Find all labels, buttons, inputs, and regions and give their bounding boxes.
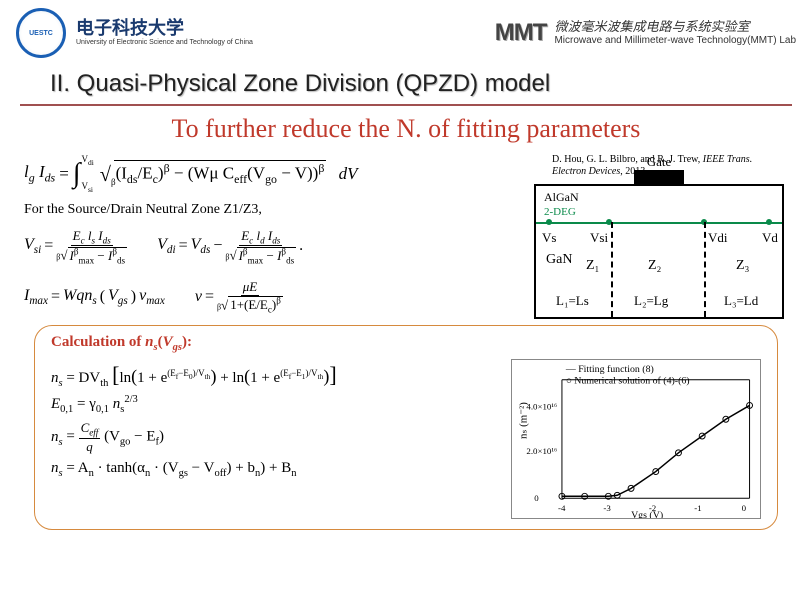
deg-label: 2-DEG <box>544 206 576 218</box>
legend2-text: ○ Numerical solution of (4)-(6) <box>566 376 690 387</box>
xtick0: -4 <box>558 503 566 513</box>
xtick1: -3 <box>603 503 611 513</box>
eq-ns-tanh: ns = An · tanh(αn · (Vgs − Voff) + bn) +… <box>51 460 491 479</box>
eq-ns-ceff: ns = Ceffq (Vgo − Ef) <box>51 420 491 455</box>
uestc-logo: UESTC <box>16 8 66 58</box>
gate-label: Gate <box>647 154 672 170</box>
lab-block: MMT 微波毫米波集成电路与系统实验室 Microwave and Millim… <box>495 19 796 47</box>
dot <box>766 219 772 225</box>
ytick1: 2.0×10¹⁶ <box>526 446 557 456</box>
dot <box>546 219 552 225</box>
fit-line <box>562 405 750 496</box>
ns-chart: — Fitting function (8) ○ Numerical solut… <box>511 359 761 519</box>
eq-vdi: Vdi = Vds − Ec ld Idsβ√Iβmax − Iβds . <box>157 228 303 266</box>
device-diagram: Gate AlGaN 2-DEG Vs Vsi Vdi Vd GaN Z₁ Z₂… <box>534 184 784 319</box>
university-text: 电子科技大学 University of Electronic Science … <box>76 19 253 46</box>
xlabel: Vgs (V) <box>631 510 663 518</box>
calc-equations: ns = DVth [ln(1 + e(Ef−E0)/Vth) + ln(1 +… <box>51 357 491 519</box>
mmt-logo: MMT <box>495 19 547 47</box>
ytick0: 0 <box>534 493 539 503</box>
vd-label: Vd <box>762 230 778 246</box>
eq-imax: Imax = Wqns(Vgs)vmax <box>24 287 165 307</box>
deg-line <box>536 222 782 224</box>
lab-name-cn: 微波毫米波集成电路与系统实验室 <box>554 20 796 34</box>
dash-line <box>611 222 613 317</box>
uni-name-en: University of Electronic Science and Tec… <box>76 39 253 47</box>
algan-label: AlGaN <box>544 190 579 205</box>
dash-line <box>704 222 706 317</box>
z1-label: Z₁ <box>586 258 599 274</box>
header: UESTC 电子科技大学 University of Electronic Sc… <box>0 0 812 66</box>
lab-name-en: Microwave and Millimeter-wave Technology… <box>554 35 796 46</box>
xtick4: 0 <box>742 503 747 513</box>
markers <box>559 402 753 499</box>
eq-e01: E0,1 = γ0,1 ns2/3 <box>51 394 491 415</box>
eq-ns-dv: ns = DVth [ln(1 + e(Ef−E0)/Vth) + ln(1 +… <box>51 362 491 389</box>
calculation-box: Calculation of ns(Vgs): ns = DVth [ln(1 … <box>34 325 778 530</box>
l3-label: L₃=Ld <box>724 293 758 309</box>
eq-v: v = μEβ√1+(E/Ec)β <box>195 279 283 315</box>
subtitle: To further reduce the N. of fitting para… <box>0 106 812 150</box>
vdi-label: Vdi <box>708 230 728 246</box>
content-area: D. Hou, G. L. Bilbro, and R. J. Trew, IE… <box>0 154 812 530</box>
section-title: II. Quasi-Physical Zone Division (QPZD) … <box>0 66 812 104</box>
legend1-text: — Fitting function (8) <box>565 364 654 375</box>
eq-vsi: Vsi = Ec ls Idsβ√Iβmax − Iβds <box>24 228 127 266</box>
gate-rect <box>634 170 684 184</box>
xtick3: -1 <box>694 503 701 513</box>
l1-label: L₁=Ls <box>556 293 589 309</box>
calc-title: Calculation of ns(Vgs): <box>51 334 761 353</box>
l2-label: L₂=Lg <box>634 293 668 309</box>
z3-label: Z₃ <box>736 258 749 274</box>
gan-label: GaN <box>546 252 572 268</box>
vs-label: Vs <box>542 230 556 246</box>
ytick2: 4.0×10¹⁶ <box>526 401 557 411</box>
citation-authors: D. Hou, G. L. Bilbro, and R. J. Trew, <box>552 154 703 165</box>
uni-name-cn: 电子科技大学 <box>76 19 253 39</box>
vsi-label: Vsi <box>590 230 608 246</box>
z2-label: Z₂ <box>648 258 661 274</box>
